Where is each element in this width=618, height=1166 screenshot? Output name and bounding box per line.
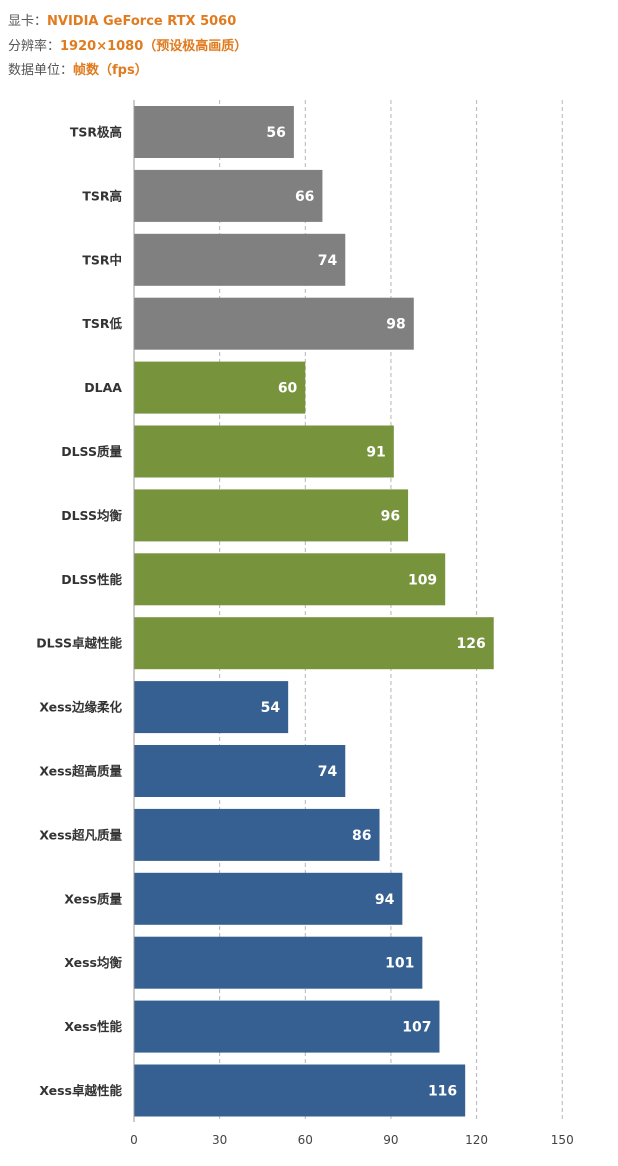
data-label: 86 [352,828,371,844]
bar [134,872,403,925]
unit-label: 数据单位： [8,63,74,78]
resolution-label: 分辨率： [8,39,61,54]
category-label: TSR低 [82,316,122,331]
bar [134,745,346,797]
gpu-info: 显卡：NVIDIA GeForce RTX 5060 [8,10,236,29]
x-tick-label: 120 [465,1133,488,1147]
category-label: TSR高 [82,188,122,203]
bar [134,936,423,989]
bar [134,169,323,222]
x-axis: 0 30 60 90 120 150 [130,100,574,1147]
data-label: 56 [266,125,285,141]
bar [134,361,306,414]
category-label: DLSS性能 [61,572,122,587]
category-label: TSR中 [82,252,122,267]
unit-value: 帧数（fps） [73,63,148,78]
category-label: Xess性能 [64,1019,122,1034]
bar [134,553,446,606]
category-label: DLSS均衡 [61,508,122,523]
bars: TSR极高 56 TSR高 66 TSR中 74 TSR低 98 DLAA 60 DLSS质量 91 D… [36,106,494,1117]
resolution-info: 分辨率：1920×1080（预设极高画质） [8,35,247,54]
bar [134,617,494,670]
gpu-label: 显卡： [8,14,48,29]
data-label: 96 [381,508,400,524]
data-label: 126 [456,636,485,652]
bar [134,425,394,478]
data-label: 66 [295,189,314,205]
data-label: 74 [318,253,338,269]
bar [134,1000,440,1053]
x-tick-label: 150 [551,1133,574,1147]
bar [134,681,289,734]
data-label: 109 [408,572,437,588]
gpu-value: NVIDIA GeForce RTX 5060 [47,14,237,29]
x-tick-label: 90 [383,1133,398,1147]
category-label: DLAA [84,380,122,395]
data-label: 54 [261,700,281,716]
data-label: 116 [428,1084,457,1100]
data-label: 98 [386,317,405,333]
category-label: Xess超凡质量 [39,827,122,842]
category-label: Xess卓越性能 [39,1083,122,1098]
bar [134,1064,466,1117]
category-label: Xess边缘柔化 [39,700,122,715]
bar [134,233,346,286]
bar [134,106,294,158]
bar [134,489,409,542]
x-tick-label: 60 [298,1133,313,1147]
category-label: TSR极高 [70,125,122,140]
x-tick-label: 0 [130,1133,138,1147]
data-label: 74 [318,764,338,780]
bar [134,297,414,350]
unit-info: 数据单位：帧数（fps） [8,59,148,78]
category-label: Xess均衡 [64,955,122,970]
x-tick-label: 30 [212,1133,227,1147]
data-label: 101 [385,956,414,972]
data-label: 91 [366,445,385,461]
category-label: DLSS卓越性能 [36,636,122,651]
data-label: 107 [402,1020,431,1036]
category-label: Xess超高质量 [39,764,122,779]
data-label: 94 [375,892,395,908]
bar [134,808,380,861]
category-label: DLSS质量 [61,444,122,459]
category-label: Xess质量 [64,891,122,906]
data-label: 60 [278,381,298,397]
resolution-value: 1920×1080（预设极高画质） [60,39,248,54]
